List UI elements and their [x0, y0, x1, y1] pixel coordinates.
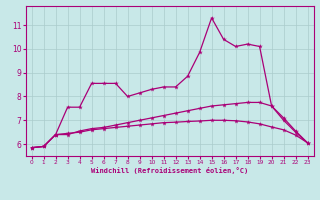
X-axis label: Windchill (Refroidissement éolien,°C): Windchill (Refroidissement éolien,°C): [91, 167, 248, 174]
